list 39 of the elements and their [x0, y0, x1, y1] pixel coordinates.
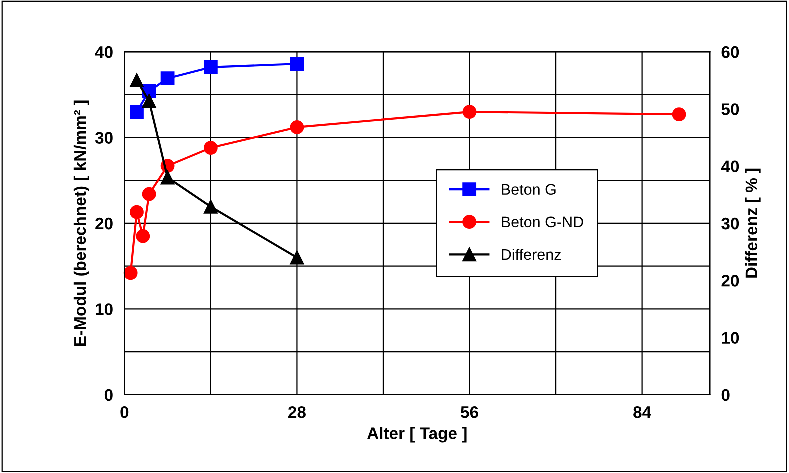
point — [130, 205, 144, 220]
point — [160, 170, 175, 185]
x-tick-label: 56 — [461, 406, 478, 418]
point — [462, 105, 477, 119]
y2-tick-label: 40 — [721, 160, 740, 173]
x-tick-label: 28 — [288, 406, 306, 418]
point — [290, 57, 304, 71]
point — [204, 60, 218, 74]
point — [204, 200, 218, 214]
y2-tick-label: 30 — [722, 218, 740, 230]
x-tick-label: 84 — [634, 406, 652, 418]
y-tick-label: 20 — [96, 218, 113, 230]
y2-tick-label: 20 — [722, 275, 740, 287]
point — [290, 250, 304, 265]
y2-axis-title: Differenz [ % ] — [745, 168, 761, 278]
y-tick-label: 40 — [95, 46, 113, 58]
point — [124, 266, 138, 280]
y-tick-label: 10 — [96, 304, 113, 316]
point — [130, 105, 144, 119]
point — [290, 120, 304, 134]
legend-label: Beton G — [502, 184, 556, 196]
point — [130, 74, 144, 88]
point — [142, 94, 156, 108]
x-tick-label: 0 — [120, 406, 129, 418]
y-tick-label: 30 — [95, 132, 113, 144]
point — [672, 108, 686, 122]
legend-label: Beton G-ND — [502, 216, 584, 228]
y-axis-title: E-Modul (berechnet) [ kN/mm² ] — [74, 100, 90, 346]
x-axis-title: Alter [ Tage ] — [367, 427, 467, 443]
y2-tick-label: 0 — [722, 389, 730, 402]
y2-tick-label: 10 — [722, 332, 740, 344]
point — [160, 72, 175, 86]
y-tick-label: 0 — [104, 389, 113, 402]
point — [136, 229, 150, 244]
legend-label: Differenz — [502, 248, 561, 260]
y2-tick-label: 50 — [722, 104, 740, 116]
point — [142, 187, 156, 202]
point — [204, 141, 218, 155]
y2-tick-label: 60 — [722, 46, 740, 58]
